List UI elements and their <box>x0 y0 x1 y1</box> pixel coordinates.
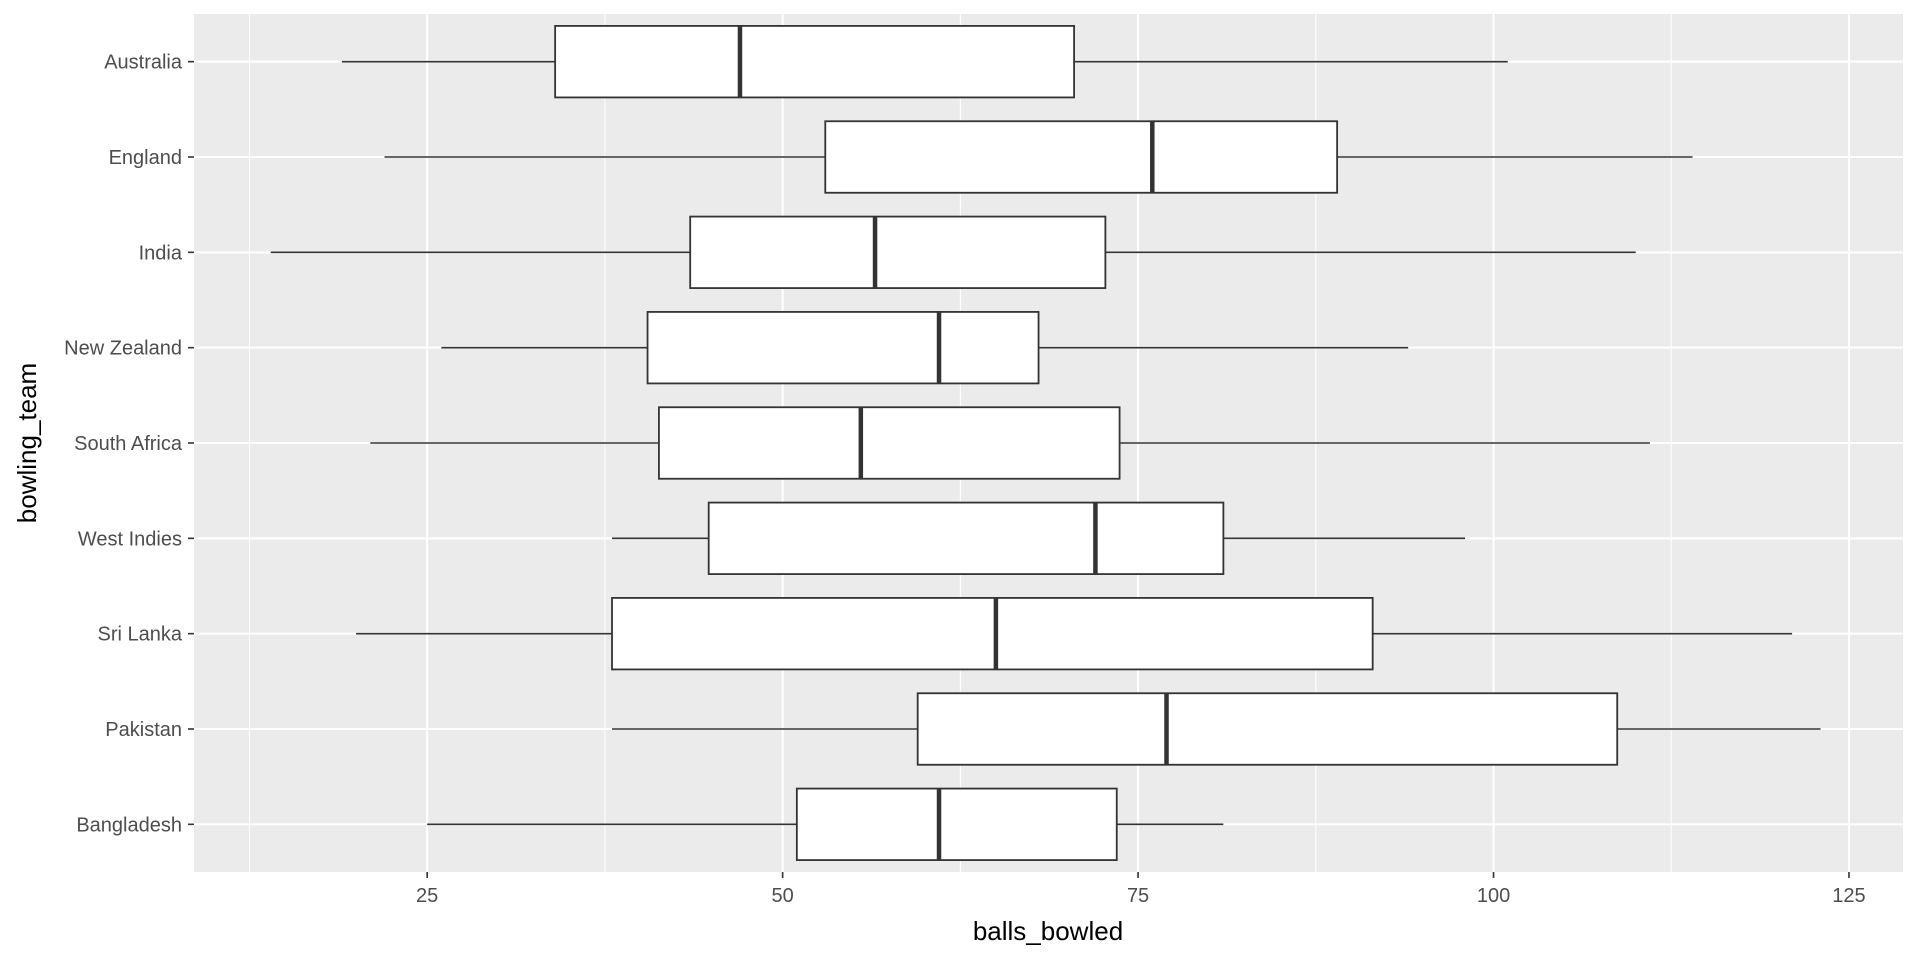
box-iqr <box>795 787 1118 861</box>
y-tick-label: South Africa <box>74 433 183 455</box>
box-iqr <box>707 501 1225 575</box>
y-tick-label: Bangladesh <box>76 814 182 836</box>
y-tick-label: Pakistan <box>105 719 182 741</box>
box-england <box>384 120 1693 194</box>
x-tick-label: 50 <box>771 885 793 907</box>
x-tick-label: 125 <box>1832 885 1865 907</box>
x-axis: 25 50 75 100 125 <box>416 872 1866 907</box>
y-tick-label: New Zealand <box>64 338 182 360</box>
y-axis: Australia England India New Zealand South Af… <box>64 52 194 836</box>
box-iqr <box>916 692 1619 766</box>
box-west-indies <box>612 501 1466 575</box>
box-new-zealand <box>441 311 1409 385</box>
box-pakistan <box>612 692 1821 766</box>
y-tick-label: West Indies <box>78 528 182 550</box>
box-india <box>270 215 1636 289</box>
box-iqr <box>611 597 1374 671</box>
x-axis-title: balls_bowled <box>973 916 1123 946</box>
box-iqr <box>689 215 1107 289</box>
box-iqr <box>824 120 1339 194</box>
y-tick-label: England <box>109 147 182 169</box>
x-tick-label: 25 <box>416 885 438 907</box>
y-axis-title: bowling_team <box>12 363 42 523</box>
box-australia <box>341 25 1508 99</box>
box-layer <box>270 25 1821 861</box>
box-south-africa <box>370 406 1650 480</box>
y-tick-label: Australia <box>104 52 183 74</box>
x-tick-label: 100 <box>1477 885 1510 907</box>
box-bangladesh <box>427 787 1224 861</box>
box-sri-lanka <box>356 597 1793 671</box>
box-iqr <box>658 406 1121 480</box>
x-tick-label: 75 <box>1127 885 1149 907</box>
y-tick-label: India <box>139 242 183 264</box>
y-tick-label: Sri Lanka <box>98 624 183 646</box>
box-iqr <box>554 25 1075 99</box>
box-iqr <box>646 311 1040 385</box>
